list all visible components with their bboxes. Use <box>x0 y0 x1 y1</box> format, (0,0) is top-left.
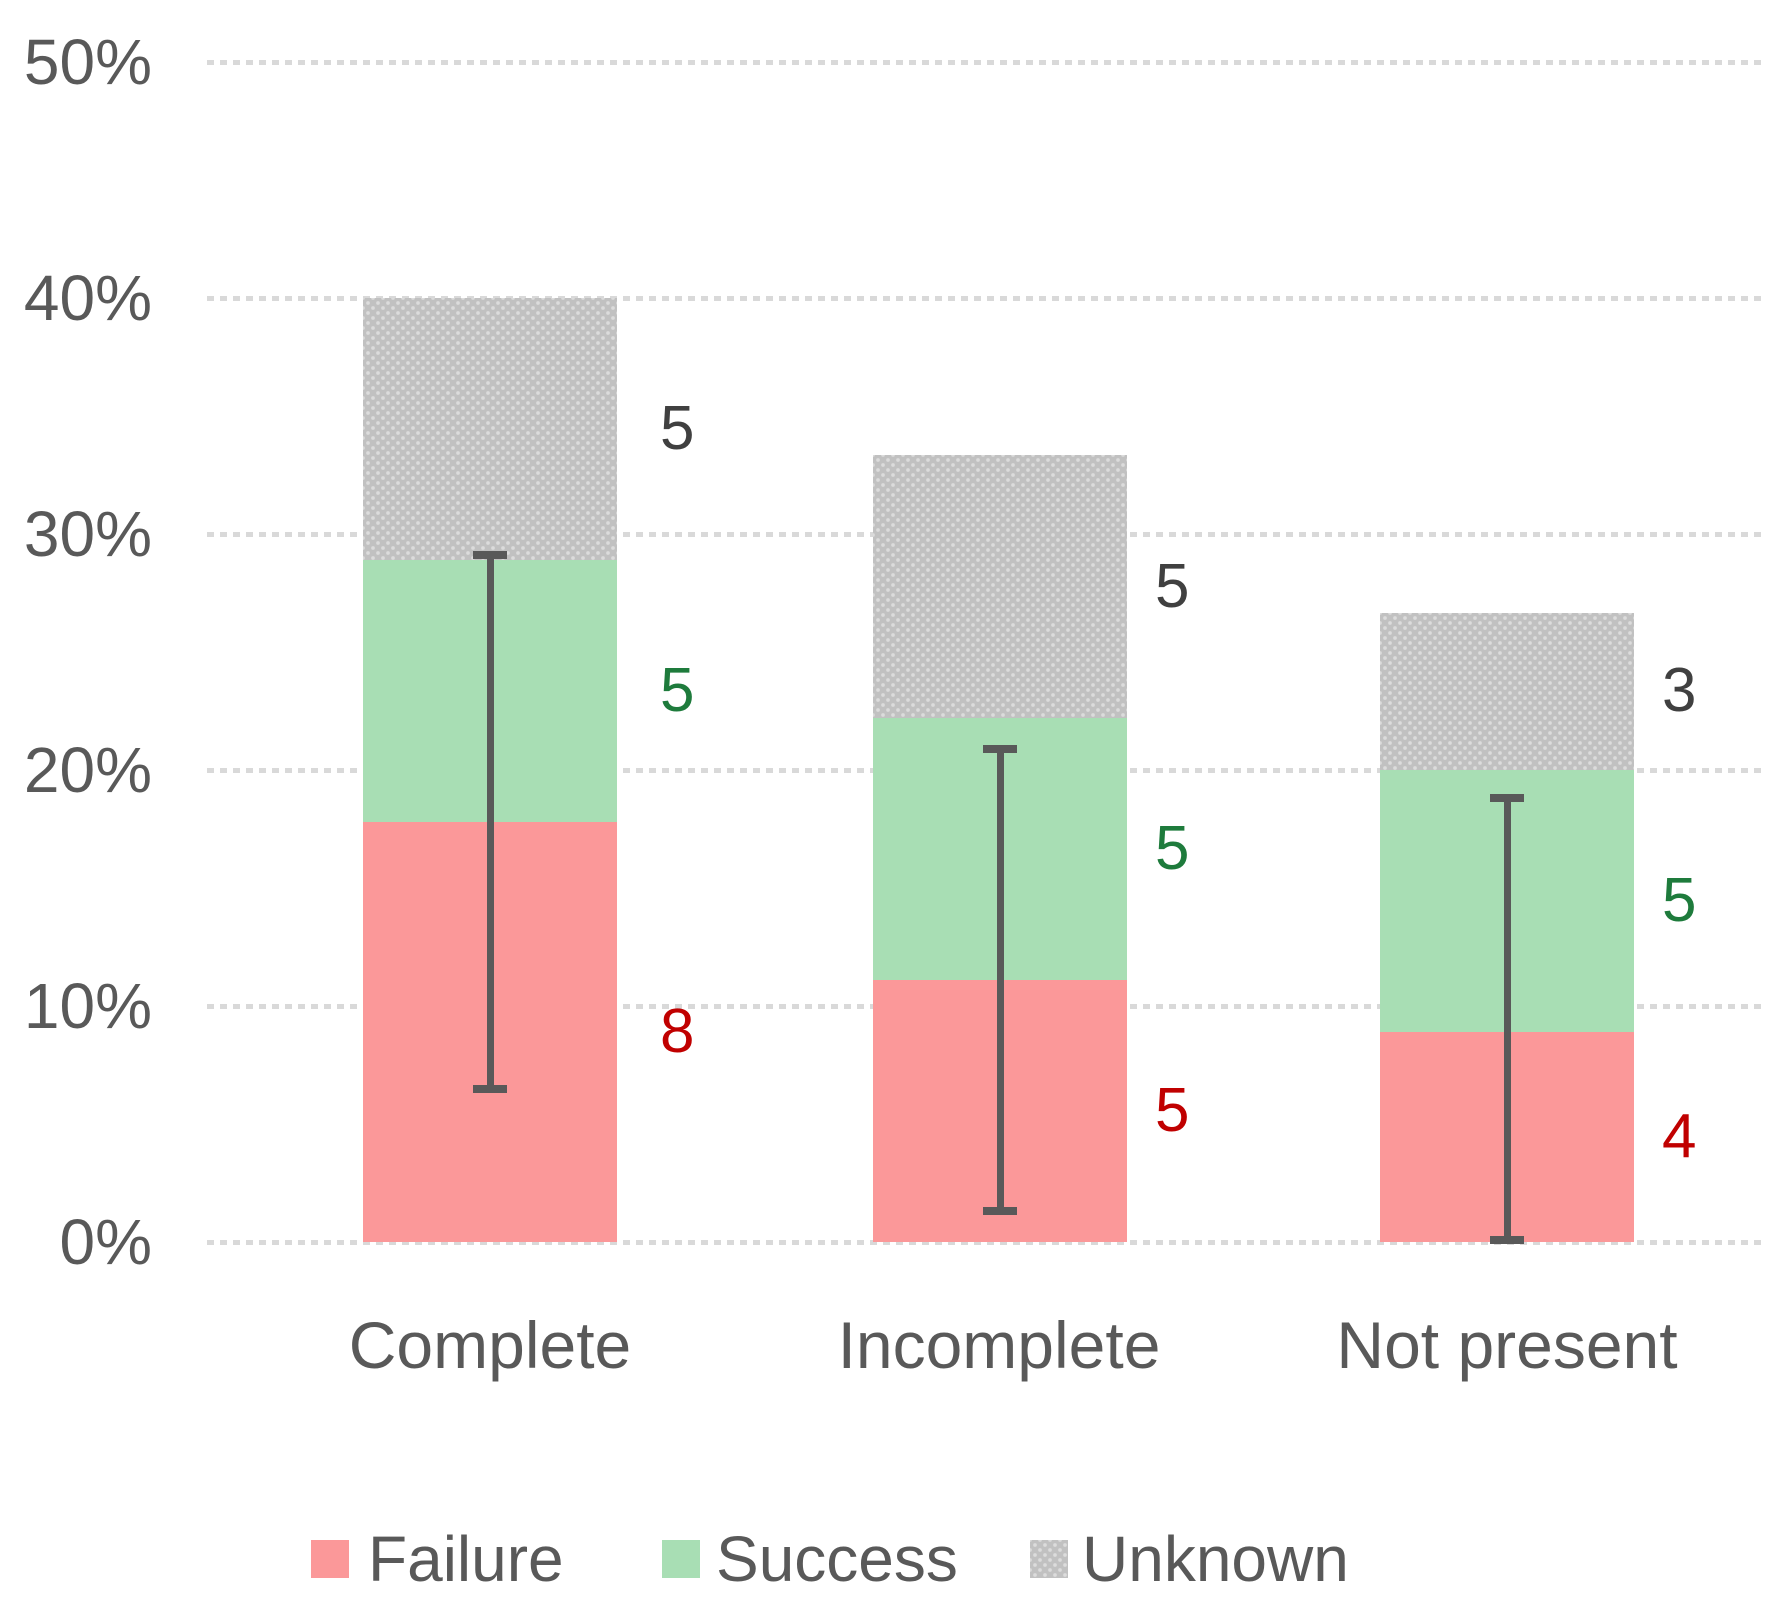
x-axis-label-incomplete: Incomplete <box>837 1308 1161 1382</box>
error-bar-lower-cap-0 <box>473 1084 507 1093</box>
legend-swatch-success <box>662 1540 700 1578</box>
data-label-complete-success: 5 <box>660 656 695 726</box>
legend-swatch-failure <box>311 1540 349 1578</box>
error-bar-upper-cap-2 <box>1490 794 1524 803</box>
error-bar-upper-cap-1 <box>983 744 1017 753</box>
error-bar-line-0 <box>486 555 494 1089</box>
bar-segment-complete-unknown <box>363 298 617 561</box>
y-axis-tick-label: 10% <box>23 970 152 1042</box>
data-label-not-present-success: 5 <box>1662 866 1697 936</box>
data-label-complete-unknown: 5 <box>660 394 695 464</box>
bar-segment-incomplete-unknown <box>873 455 1127 718</box>
error-bar-lower-cap-2 <box>1490 1235 1524 1244</box>
y-axis-tick-label: 50% <box>23 26 152 98</box>
data-label-not-present-failure: 4 <box>1662 1102 1697 1172</box>
gridline-0pct <box>207 1240 1764 1245</box>
gridline-50pct <box>207 60 1764 65</box>
legend-swatch-unknown <box>1030 1540 1068 1578</box>
data-label-incomplete-unknown: 5 <box>1155 551 1190 621</box>
data-label-complete-failure: 8 <box>660 997 695 1067</box>
y-axis-tick-label: 20% <box>23 734 152 806</box>
error-bar-line-2 <box>1503 798 1511 1240</box>
data-label-incomplete-failure: 5 <box>1155 1075 1190 1145</box>
x-axis-label-not-present: Not present <box>1336 1308 1678 1382</box>
data-label-incomplete-success: 5 <box>1155 813 1190 883</box>
legend-label-unknown: Unknown <box>1082 1523 1349 1595</box>
error-bar-lower-cap-1 <box>983 1207 1017 1216</box>
y-axis-tick-label: 40% <box>23 262 152 334</box>
legend-label-success: Success <box>716 1523 958 1595</box>
y-axis-tick-label: 30% <box>23 498 152 570</box>
error-bar-upper-cap-0 <box>473 551 507 560</box>
y-axis-tick-label: 0% <box>59 1206 153 1278</box>
x-axis-label-complete: Complete <box>348 1308 632 1382</box>
gridline-40pct <box>207 296 1764 301</box>
error-bar-line-1 <box>996 748 1004 1212</box>
data-label-not-present-unknown: 3 <box>1662 656 1697 726</box>
bar-segment-not-present-unknown <box>1380 612 1634 770</box>
legend-label-failure: Failure <box>368 1523 564 1595</box>
